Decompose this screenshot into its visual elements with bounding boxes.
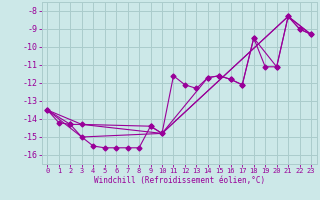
X-axis label: Windchill (Refroidissement éolien,°C): Windchill (Refroidissement éolien,°C) — [94, 176, 265, 185]
